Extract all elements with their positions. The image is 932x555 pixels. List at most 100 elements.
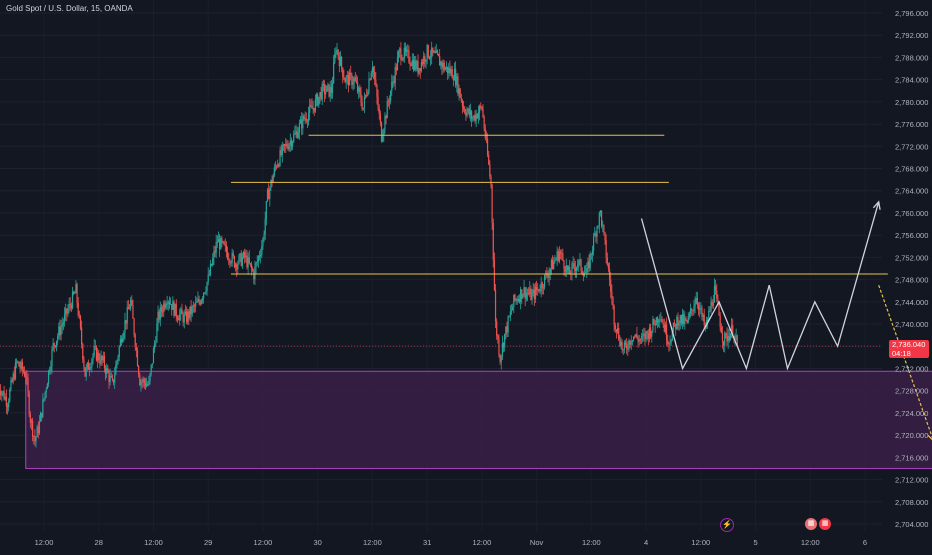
candle-body (553, 262, 554, 270)
candle-body (212, 258, 213, 265)
candle-body (130, 300, 131, 309)
candle-body (16, 361, 17, 362)
candle-body (82, 344, 83, 359)
candle-body (411, 64, 412, 65)
candle-body (427, 45, 428, 60)
candle-body (407, 50, 408, 51)
candle-body (251, 264, 252, 269)
candle-body (511, 310, 512, 311)
candle-body (382, 136, 383, 141)
candle-body (456, 76, 457, 85)
candle-body (343, 77, 344, 79)
demand-zone-rect[interactable] (26, 371, 932, 468)
candle-body (209, 275, 210, 276)
candle-body (27, 378, 28, 392)
candle-body (523, 287, 524, 294)
candle-body (206, 282, 207, 291)
projection-path-white[interactable] (642, 202, 879, 369)
candle-body (53, 343, 54, 349)
candle-body (409, 62, 410, 65)
candle-body (457, 76, 458, 94)
candle-body (334, 54, 335, 63)
candle-body (259, 256, 260, 257)
candle-body (477, 114, 478, 118)
candle-body (466, 112, 467, 116)
price-tick-label: 2,756.000 (895, 231, 928, 240)
candle-body (305, 118, 306, 119)
candle-body (250, 263, 251, 264)
candle-body (510, 312, 511, 317)
candle-body (178, 319, 179, 320)
candle-body (98, 353, 99, 361)
calendar-event-icon[interactable]: ▦ (819, 518, 831, 530)
candle-body (161, 307, 162, 311)
candle-body (557, 251, 558, 258)
candle-body (177, 317, 178, 319)
candle-body (172, 301, 173, 310)
candle-body (713, 302, 714, 305)
candle-body (505, 326, 506, 333)
price-tick-label: 2,732.000 (895, 364, 928, 373)
candle-body (51, 349, 52, 366)
candle-body (267, 189, 268, 201)
candle-body (690, 309, 691, 314)
candle-body (420, 68, 421, 71)
candle-body (591, 254, 592, 255)
candle-body (99, 361, 100, 364)
price-tick-label: 2,788.000 (895, 53, 928, 62)
price-tick-label: 2,760.000 (895, 209, 928, 218)
candle-body (595, 233, 596, 236)
candle-body (389, 101, 390, 102)
time-tick-label: 4 (644, 538, 648, 547)
candle-body (193, 306, 194, 307)
candle-body (315, 99, 316, 111)
candle-body (542, 283, 543, 288)
candle-body (458, 89, 459, 94)
candle-body (525, 287, 526, 298)
candle-body (90, 367, 91, 368)
time-tick-label: 5 (753, 538, 757, 547)
candle-body (328, 84, 329, 96)
candle-body (679, 323, 680, 325)
candle-body (68, 304, 69, 310)
candle-body (378, 97, 379, 109)
candle-body (623, 349, 624, 350)
candle-body (498, 339, 499, 355)
candle-body (625, 343, 626, 345)
candle-body (642, 335, 643, 336)
candle-body (694, 304, 695, 306)
candle-body (49, 370, 50, 371)
candle-body (643, 334, 644, 336)
candle-body (351, 75, 352, 85)
candle-body (336, 50, 337, 52)
candle-body (266, 201, 267, 219)
candle-body (620, 342, 621, 346)
candle-body (722, 333, 723, 341)
candle-body (286, 144, 287, 147)
candle-body (88, 363, 89, 370)
candle-body (40, 413, 41, 422)
candle-body (131, 300, 132, 305)
candle-body (489, 164, 490, 176)
candle-body (403, 58, 404, 60)
candle-body (492, 185, 493, 223)
calendar-event-icon[interactable]: ▦ (805, 518, 817, 530)
candle-body (32, 421, 33, 437)
candle-body (210, 264, 211, 275)
candle-body (552, 260, 553, 269)
lightning-icon[interactable]: ⚡ (720, 518, 734, 532)
candle-body (311, 106, 312, 109)
candle-body (163, 303, 164, 312)
candle-body (46, 389, 47, 392)
candle-body (721, 327, 722, 333)
candle-body (254, 267, 255, 279)
candle-body (648, 333, 649, 339)
candle-body (67, 309, 68, 313)
candle-body (482, 109, 483, 117)
candle-body (106, 368, 107, 374)
candle-body (112, 377, 113, 379)
candle-body (59, 327, 60, 336)
candle-body (408, 50, 409, 61)
